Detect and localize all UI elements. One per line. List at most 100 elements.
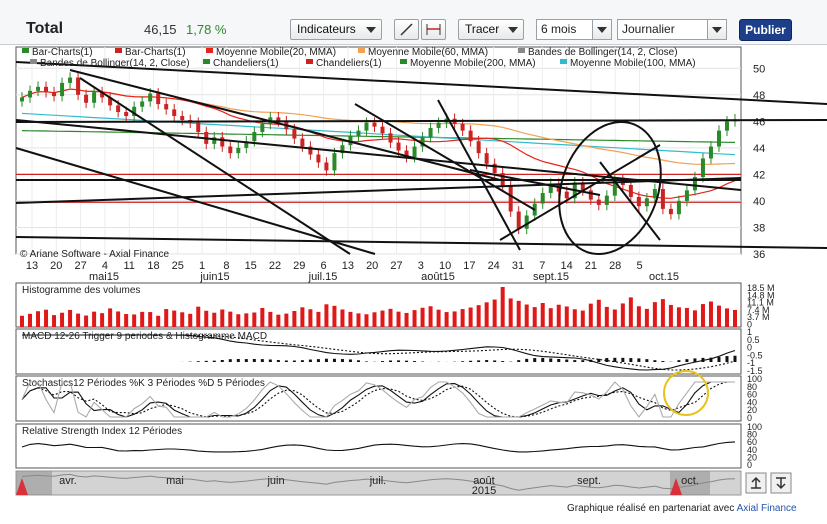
legend-swatch bbox=[560, 59, 567, 64]
interval-select[interactable]: Journalier bbox=[617, 19, 727, 40]
macd-histogram-bar bbox=[212, 360, 216, 362]
x-day-tick-label: 7 bbox=[539, 260, 545, 272]
volume-bar bbox=[420, 307, 425, 327]
volume-bar bbox=[556, 304, 561, 327]
navigator-month-label: août bbox=[473, 475, 494, 487]
draw-line-tool-button[interactable] bbox=[394, 19, 419, 40]
candle-body bbox=[76, 77, 81, 95]
volume-bar bbox=[396, 311, 401, 327]
macd-histogram-bar bbox=[284, 360, 288, 362]
x-day-tick-label: 25 bbox=[172, 260, 184, 272]
publish-button[interactable]: Publier bbox=[739, 19, 792, 41]
indicators-dropdown[interactable]: Indicateurs bbox=[290, 19, 382, 40]
rsi-y-tick-label: 100 bbox=[747, 422, 762, 432]
candle-body bbox=[484, 153, 489, 164]
volume-bar bbox=[404, 312, 409, 327]
volume-bar bbox=[620, 303, 625, 327]
macd-histogram-bar bbox=[469, 360, 473, 362]
volume-bar bbox=[412, 310, 417, 327]
legend-swatch bbox=[358, 48, 365, 53]
macd-histogram-bar bbox=[308, 359, 312, 362]
candle-body bbox=[684, 190, 689, 201]
macd-histogram-bar bbox=[292, 360, 296, 362]
rsi-y-tick-label: 40 bbox=[747, 445, 757, 455]
navigator-strip bbox=[15, 470, 742, 496]
macd-histogram-bar bbox=[597, 358, 601, 362]
legend-swatch bbox=[206, 48, 213, 53]
navigator-right-marker-icon bbox=[670, 478, 682, 495]
candle-body bbox=[492, 163, 497, 174]
stochastics-title: Stochastics12 Périodes %K 3 Périodes %D … bbox=[22, 378, 265, 389]
x-day-tick-label: 22 bbox=[269, 260, 281, 272]
chevron-down-icon bbox=[366, 27, 376, 33]
candle-body bbox=[596, 199, 601, 205]
candle-body bbox=[668, 208, 673, 215]
volume-bar bbox=[716, 305, 721, 327]
candle-body bbox=[548, 183, 553, 193]
drawn-trendline bbox=[469, 169, 601, 196]
candle-body bbox=[476, 141, 481, 154]
x-day-tick-label: 4 bbox=[102, 260, 108, 272]
stock-change: 1,78 % bbox=[186, 22, 227, 37]
navigator-month-label: juin bbox=[266, 475, 284, 487]
candle-body bbox=[68, 77, 73, 83]
macd-histogram-bar bbox=[517, 360, 521, 362]
candle-body bbox=[116, 105, 121, 113]
volume-bar bbox=[212, 312, 217, 327]
macd-histogram-bar bbox=[533, 358, 537, 362]
drawn-trendline bbox=[499, 144, 661, 241]
volume-bar bbox=[244, 313, 249, 327]
candle-body bbox=[20, 97, 24, 102]
candle-body bbox=[516, 211, 521, 229]
stochastics-y-tick-label: 60 bbox=[747, 390, 757, 400]
volume-bar bbox=[92, 311, 97, 327]
macd-histogram-bar bbox=[340, 359, 344, 362]
macd-histogram-bar bbox=[733, 355, 737, 362]
x-day-tick-label: 5 bbox=[636, 260, 642, 272]
macd-histogram-bar bbox=[276, 360, 280, 362]
footer-credit: Graphique réalisé en partenariat avec Ax… bbox=[567, 503, 797, 514]
footer-brand-link[interactable]: Axial Finance bbox=[736, 503, 797, 514]
macd-histogram-bar bbox=[637, 358, 641, 362]
macd-histogram-bar bbox=[316, 359, 320, 362]
volume-bar bbox=[324, 304, 329, 327]
volume-bar bbox=[364, 314, 369, 327]
candle-body bbox=[52, 92, 57, 97]
draw-hline-tool-button[interactable] bbox=[421, 19, 446, 40]
volume-bar bbox=[676, 307, 681, 327]
price-y-tick-label: 36 bbox=[753, 249, 765, 261]
candle-body bbox=[676, 200, 681, 215]
draw-dropdown[interactable]: Tracer bbox=[458, 19, 524, 40]
candle-body bbox=[348, 135, 353, 146]
period-select[interactable]: 6 mois bbox=[536, 19, 612, 40]
navigator-month-label: mai bbox=[166, 475, 184, 487]
stochastics-y-tick-label: 20 bbox=[747, 405, 757, 415]
interval-value: Journalier bbox=[622, 22, 675, 36]
candle-body bbox=[508, 186, 513, 212]
volume-bar bbox=[348, 311, 353, 327]
candle-body bbox=[660, 188, 665, 209]
macd-histogram-bar bbox=[260, 359, 264, 362]
candle-body bbox=[172, 109, 177, 117]
candle-body bbox=[84, 94, 89, 103]
candle-body bbox=[580, 182, 585, 191]
price-y-tick-label: 50 bbox=[753, 63, 765, 75]
macd-y-tick-label: 1 bbox=[747, 327, 752, 337]
volume-bar bbox=[300, 307, 305, 327]
macd-histogram-bar bbox=[364, 361, 368, 362]
volume-bar bbox=[100, 313, 105, 327]
legend-label: Bar-Charts(1) bbox=[32, 47, 93, 58]
candle-body bbox=[156, 93, 161, 105]
stock-title: Total bbox=[26, 20, 64, 37]
drawn-trendline bbox=[79, 77, 351, 255]
volume-bar bbox=[492, 299, 497, 327]
candle-body bbox=[380, 126, 385, 134]
upload-icon bbox=[751, 476, 761, 489]
drawn-trendline bbox=[15, 119, 742, 191]
candle-body bbox=[716, 130, 721, 147]
watermark-text: © Ariane Software - Axial Finance bbox=[20, 249, 170, 260]
macd-histogram-bar bbox=[589, 359, 593, 362]
footer-text: Graphique réalisé en partenariat avec bbox=[567, 503, 735, 514]
navigator-month-label: sept. bbox=[577, 475, 601, 487]
